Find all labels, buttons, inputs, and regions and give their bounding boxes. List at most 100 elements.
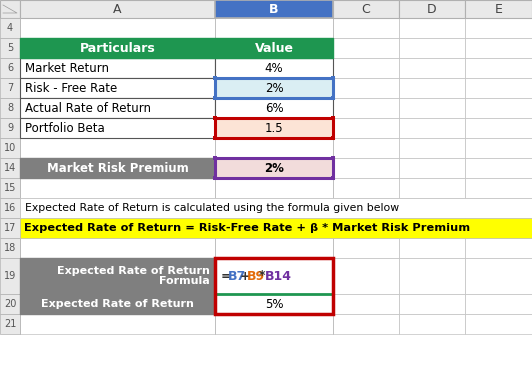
Bar — [465, 158, 532, 178]
Bar — [399, 294, 465, 314]
Bar — [215, 158, 333, 178]
Text: Particulars: Particulars — [80, 42, 155, 54]
Bar — [20, 38, 215, 58]
Bar — [465, 18, 532, 38]
Text: 5: 5 — [7, 43, 13, 53]
Bar — [215, 98, 333, 118]
Bar — [0, 158, 20, 178]
Bar — [465, 178, 532, 198]
Text: Expected Rate of Return is calculated using the formula given below: Expected Rate of Return is calculated us… — [25, 203, 399, 213]
Bar — [465, 294, 532, 314]
Bar — [215, 118, 333, 138]
Bar — [215, 98, 333, 118]
Bar — [215, 314, 333, 334]
Bar — [20, 18, 215, 38]
Bar — [0, 218, 20, 238]
Bar — [465, 238, 532, 258]
Bar — [20, 218, 215, 238]
Bar — [215, 294, 333, 314]
Bar — [465, 58, 532, 78]
Bar — [215, 38, 333, 58]
Bar — [20, 0, 215, 18]
Bar — [20, 258, 215, 294]
Bar — [215, 58, 333, 78]
Bar — [215, 138, 333, 158]
Text: Value: Value — [254, 42, 294, 54]
Bar — [333, 118, 399, 138]
Text: Market Risk Premium: Market Risk Premium — [47, 162, 188, 174]
Bar — [20, 158, 215, 178]
Text: 21: 21 — [4, 319, 16, 329]
Bar — [465, 118, 532, 138]
Bar — [399, 198, 465, 218]
Bar — [20, 118, 215, 138]
Bar — [215, 78, 333, 98]
Bar — [399, 218, 465, 238]
Text: 17: 17 — [4, 223, 16, 233]
Bar — [333, 58, 399, 78]
Text: Expected Rate of Return: Expected Rate of Return — [41, 299, 194, 309]
Bar — [333, 18, 399, 38]
Bar — [215, 158, 333, 178]
Text: Expected Rate of Return: Expected Rate of Return — [57, 266, 210, 276]
Text: 2%: 2% — [264, 162, 284, 174]
Text: B7: B7 — [228, 270, 246, 283]
Text: 19: 19 — [4, 271, 16, 281]
Text: B: B — [269, 2, 279, 16]
Bar — [215, 258, 333, 314]
Bar — [20, 78, 215, 98]
Bar — [215, 18, 333, 38]
Bar — [399, 314, 465, 334]
Text: =: = — [221, 270, 231, 283]
Bar — [215, 118, 333, 138]
Bar — [213, 156, 217, 160]
Bar — [0, 138, 20, 158]
Bar — [215, 218, 333, 238]
Text: Risk - Free Rate: Risk - Free Rate — [25, 82, 117, 94]
Bar — [465, 138, 532, 158]
Text: +: + — [240, 270, 251, 283]
Text: Formula: Formula — [159, 276, 210, 286]
Bar — [0, 238, 20, 258]
Bar — [399, 158, 465, 178]
Text: Market Return: Market Return — [25, 62, 109, 74]
Bar — [399, 38, 465, 58]
Bar — [333, 238, 399, 258]
Bar — [465, 78, 532, 98]
Bar — [333, 198, 399, 218]
Bar — [215, 294, 333, 314]
Bar — [0, 38, 20, 58]
Text: 9: 9 — [7, 123, 13, 133]
Text: Actual Rate of Return: Actual Rate of Return — [25, 102, 151, 114]
Bar — [399, 98, 465, 118]
Bar — [399, 258, 465, 294]
Bar — [213, 176, 217, 180]
Bar — [0, 314, 20, 334]
Bar — [465, 258, 532, 294]
Bar — [215, 258, 333, 294]
Bar — [333, 158, 399, 178]
Bar — [20, 78, 215, 98]
Text: D: D — [427, 2, 437, 16]
Text: 10: 10 — [4, 143, 16, 153]
Bar — [20, 38, 215, 58]
Bar — [20, 258, 215, 294]
Bar — [20, 58, 215, 78]
Bar — [0, 58, 20, 78]
Bar — [20, 294, 215, 314]
Bar — [0, 18, 20, 38]
Bar — [465, 218, 532, 238]
Text: 14: 14 — [4, 163, 16, 173]
Bar — [215, 78, 333, 98]
Bar — [20, 98, 215, 118]
Bar — [399, 18, 465, 38]
Bar — [0, 294, 20, 314]
Bar — [215, 238, 333, 258]
Text: 18: 18 — [4, 243, 16, 253]
Bar — [20, 238, 215, 258]
Bar — [399, 0, 465, 18]
Text: B9: B9 — [247, 270, 265, 283]
Text: 20: 20 — [4, 299, 16, 309]
Bar — [399, 178, 465, 198]
Bar — [20, 158, 215, 178]
